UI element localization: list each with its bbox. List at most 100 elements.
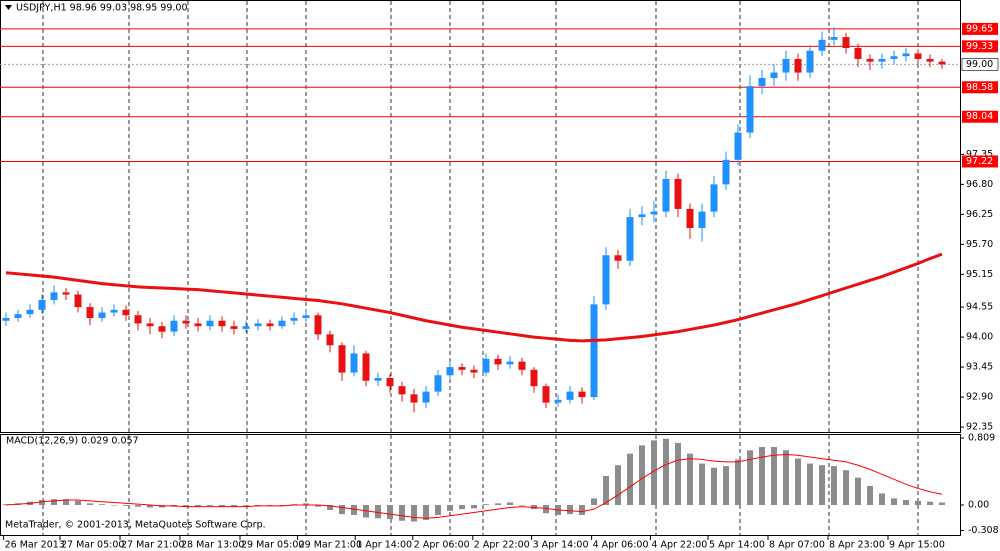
candle-body [914, 53, 922, 59]
macd-bar [111, 505, 117, 506]
x-tick-label: 27 Mar 21:00 [121, 540, 184, 551]
macd-bar [747, 450, 753, 506]
macd-bar [243, 505, 249, 506]
y-tick-label: 97.35 [966, 149, 993, 160]
candle-body [542, 386, 550, 403]
x-tick-label: 8 Apr 07:00 [769, 540, 825, 551]
candle-body [386, 378, 394, 387]
candle-body [446, 367, 454, 376]
macd-bar [423, 505, 429, 520]
candle-body [134, 315, 142, 324]
candle-body [314, 315, 322, 335]
y-tick-label: 96.25 [966, 209, 993, 220]
footer: MetaTrader, © 2001-2013, MetaQuotes Soft… [5, 520, 266, 531]
macd-bar [339, 505, 345, 515]
x-tick-label: 28 Mar 13:00 [181, 540, 244, 551]
chart-title: USDJPY,H1 98.96 99.03 98.95 99.00 [16, 3, 188, 14]
macd-bar [87, 503, 93, 506]
macd-title: MACD(12,26,9) 0.029 0.057 [6, 436, 139, 447]
macd-bar [147, 505, 153, 508]
level-badge [962, 155, 998, 168]
y-tick-label: 92.35 [966, 422, 993, 433]
level-label: 97.22 [966, 156, 993, 167]
candle-body [26, 309, 34, 315]
macd-bar [759, 447, 765, 506]
candle-body [194, 323, 202, 327]
candle-body [290, 318, 298, 321]
macd-bar [495, 503, 501, 506]
candle-body [242, 326, 250, 329]
last-price-badge [961, 58, 999, 71]
macd-bar [699, 463, 705, 506]
y-tick-label: 94.00 [966, 332, 993, 343]
level-label: 99.65 [966, 23, 993, 34]
candle-body [902, 53, 910, 57]
macd-bar [855, 477, 861, 506]
chart-layer [2, 27, 946, 522]
candle-body [806, 50, 814, 73]
x-tick-label: 4 Apr 06:00 [593, 540, 649, 551]
candle-body [230, 326, 238, 329]
macd-bar [795, 458, 801, 506]
candle-body [734, 132, 742, 160]
candle-body [74, 294, 82, 308]
x-tick-label: 4 Apr 22:00 [651, 540, 707, 551]
y-tick-label: 0.809 [968, 432, 995, 443]
macd-bar [231, 505, 237, 507]
candle-body [794, 58, 802, 73]
candle-body [518, 361, 526, 370]
macd-bar [627, 453, 633, 506]
candle-body [890, 56, 898, 59]
macd-bar [435, 505, 441, 515]
candle-body [422, 391, 430, 403]
candle-body [926, 58, 934, 62]
x-tick-label: 9 Apr 15:00 [889, 540, 945, 551]
level-badge [962, 40, 998, 53]
x-tick-label: 29 Mar 05:00 [241, 540, 304, 551]
candle-body [722, 159, 730, 185]
candle-body [650, 211, 658, 215]
candle-body [458, 367, 466, 370]
candle-body [62, 292, 70, 295]
candle-body [146, 323, 154, 327]
level-badge [962, 110, 998, 123]
candle-body [854, 48, 862, 59]
y-tick-label: 0.00 [968, 500, 989, 511]
x-tick-label: 1 Apr 14:00 [356, 540, 412, 551]
candle-body [350, 353, 358, 373]
macd-bar [603, 476, 609, 506]
macd-bar [651, 440, 657, 506]
macd-bar [879, 493, 885, 506]
macd-bar [483, 504, 489, 506]
macd-bar [519, 505, 525, 506]
candle-body [338, 345, 346, 373]
macd-bar [75, 500, 81, 506]
candle-body [554, 399, 562, 403]
candle-body [638, 214, 646, 218]
macd-bar [819, 465, 825, 506]
level-badge [962, 81, 998, 94]
x-tick-label: 29 Mar 21:00 [299, 540, 362, 551]
macd-bar [903, 500, 909, 506]
candle-body [602, 255, 610, 305]
macd-bar [831, 466, 837, 506]
candle-body [878, 58, 886, 62]
x-tick-label: 27 Mar 05:00 [61, 540, 124, 551]
candle-body [566, 391, 574, 400]
macd-bar [315, 505, 321, 507]
level-label: 98.58 [966, 82, 993, 93]
macd-bar [63, 499, 69, 506]
x-tick-label: 5 Apr 14:00 [709, 540, 765, 551]
candle-body [590, 304, 598, 398]
macd-bar [843, 470, 849, 506]
macd-bar [219, 505, 225, 507]
candle-body [398, 386, 406, 395]
candle-body [938, 61, 946, 65]
menu-icon[interactable] [5, 5, 12, 10]
candle-body [38, 300, 46, 310]
candle-body [218, 320, 226, 327]
macd-bar [567, 505, 573, 515]
macd-bar [543, 505, 549, 514]
candle-body [494, 358, 502, 365]
